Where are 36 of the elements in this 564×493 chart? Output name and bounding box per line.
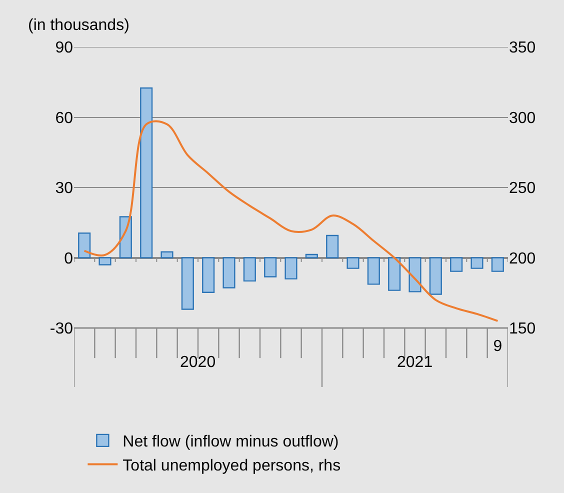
x-tick-label: 9 [493,338,502,355]
y2-tick-label: 350 [509,40,536,57]
bar [181,257,194,310]
bar [491,257,504,272]
bar [243,257,256,282]
y-tick-label: 90 [55,40,74,57]
text: 2020 [180,354,216,371]
bar [470,257,484,269]
bar [450,257,463,272]
bar [202,257,215,294]
y2-tick-label: 250 [509,180,536,198]
legend-label: Total unemployed persons, rhs [122,457,341,474]
y-tick-label: 60 [55,110,74,127]
y-tick-label: -30 [50,320,74,338]
bar [284,257,298,280]
bar [346,257,360,269]
bar [305,254,318,258]
bar [408,257,422,292]
bar [367,257,380,285]
y-tick-label: 0 [64,250,74,268]
bar [429,257,442,295]
y2-tick-label: 300 [509,110,536,127]
y2-tick-label: 150 [509,320,536,338]
y2-tick-label: 200 [509,250,536,268]
bar [140,87,153,258]
bar [160,251,174,258]
bar [78,232,91,258]
bar [388,257,401,291]
bar [222,257,236,288]
text: 2021 [397,354,433,371]
bar [326,234,339,258]
bar [98,257,112,266]
y-tick-label: 30 [55,180,74,198]
y-axis-title: (in thousands) [28,17,130,34]
legend-label: Net flow (inflow minus outflow) [122,434,339,451]
bar [264,257,277,278]
